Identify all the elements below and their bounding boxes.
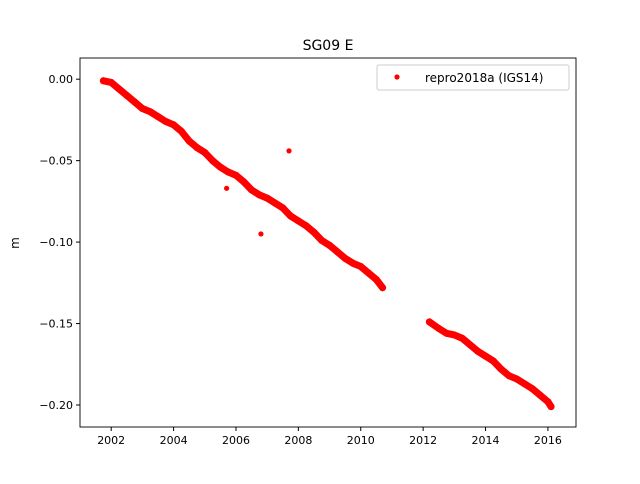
data-point [443,329,451,337]
y-axis-label: m [8,237,22,249]
legend: repro2018a (IGS14) [376,64,570,91]
data-point [138,105,146,113]
data-point [318,236,326,244]
data-point [497,365,505,373]
data-point [425,318,433,326]
data-point [248,186,256,194]
data-point [310,228,318,236]
data-point [146,108,154,116]
data-point [287,212,295,220]
data-point [294,217,302,225]
data-points [99,77,555,411]
data-point [528,385,536,393]
outlier-point [258,231,264,237]
x-tick-label: 2008 [284,434,312,447]
data-point [536,391,544,399]
data-point [349,259,357,267]
data-point [302,222,310,230]
data-point [185,137,193,145]
data-point [365,269,373,277]
data-point [131,98,139,106]
data-point [279,204,287,212]
y-axis: 0.00 −0.05 −0.10 −0.15 −0.20 [39,73,80,412]
y-tick-label: −0.20 [39,399,73,412]
legend-box [376,64,570,91]
data-point [357,263,365,271]
data-point [326,241,334,249]
legend-marker [394,74,400,80]
data-point [107,78,115,86]
x-tick-label: 2002 [97,434,125,447]
data-point [201,148,209,156]
outlier-point [224,185,230,191]
chart-title: SG09 E [303,38,354,54]
data-point [521,380,529,388]
data-point [177,127,185,135]
data-point [240,178,248,186]
data-point [505,372,513,380]
data-point [466,341,474,349]
data-point [209,157,217,165]
x-tick-label: 2014 [472,434,500,447]
data-point [450,331,458,339]
data-point [458,334,466,342]
data-point [379,284,387,292]
legend-label: repro2018a (IGS14) [425,71,543,85]
data-point [489,357,497,365]
data-point [193,144,201,152]
x-tick-label: 2004 [160,434,188,447]
x-tick-label: 2012 [409,434,437,447]
data-point [162,118,170,126]
y-tick-label: 0.00 [49,73,74,86]
data-point [232,171,240,179]
x-tick-label: 2016 [534,434,562,447]
y-tick-label: −0.15 [39,318,73,331]
data-point [482,352,490,360]
data-point [271,199,279,207]
data-point [474,347,482,355]
data-point [99,77,107,85]
data-point [216,163,224,171]
data-point [224,168,232,176]
data-point [435,324,443,332]
data-point [154,113,162,121]
data-point [372,276,380,284]
x-tick-label: 2006 [222,434,250,447]
data-point [547,403,555,411]
data-point [115,85,123,93]
x-axis: 2002 2004 2006 2008 2010 2012 2014 2016 [97,427,562,447]
y-tick-label: −0.05 [39,155,73,168]
x-tick-label: 2010 [347,434,375,447]
outlier-point [286,148,292,154]
data-point [255,191,263,199]
data-point [170,121,178,129]
data-point [341,254,349,262]
data-point [123,91,131,99]
data-point [513,375,521,383]
data-point [263,194,271,202]
y-tick-label: −0.10 [39,236,73,249]
data-point [333,248,341,256]
